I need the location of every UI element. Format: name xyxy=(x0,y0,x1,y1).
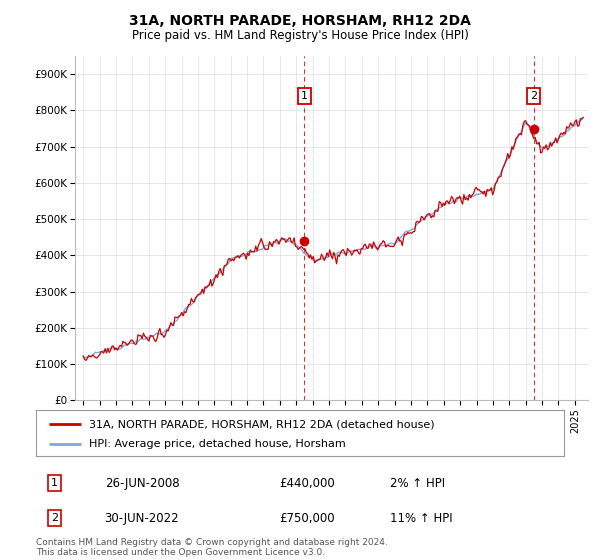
Text: 2: 2 xyxy=(51,513,58,523)
Text: Contains HM Land Registry data © Crown copyright and database right 2024.
This d: Contains HM Land Registry data © Crown c… xyxy=(36,538,388,557)
Text: 31A, NORTH PARADE, HORSHAM, RH12 2DA: 31A, NORTH PARADE, HORSHAM, RH12 2DA xyxy=(129,14,471,28)
Text: 30-JUN-2022: 30-JUN-2022 xyxy=(104,512,179,525)
Text: 11% ↑ HPI: 11% ↑ HPI xyxy=(390,512,452,525)
Text: £440,000: £440,000 xyxy=(279,477,335,489)
Text: 2: 2 xyxy=(530,91,538,101)
Text: 26-JUN-2008: 26-JUN-2008 xyxy=(104,477,179,489)
Text: Price paid vs. HM Land Registry's House Price Index (HPI): Price paid vs. HM Land Registry's House … xyxy=(131,29,469,42)
Text: £750,000: £750,000 xyxy=(279,512,335,525)
Text: 1: 1 xyxy=(51,478,58,488)
Text: 1: 1 xyxy=(301,91,308,101)
Text: 2% ↑ HPI: 2% ↑ HPI xyxy=(390,477,445,489)
Text: 31A, NORTH PARADE, HORSHAM, RH12 2DA (detached house): 31A, NORTH PARADE, HORSHAM, RH12 2DA (de… xyxy=(89,419,434,430)
Text: HPI: Average price, detached house, Horsham: HPI: Average price, detached house, Hors… xyxy=(89,438,346,449)
